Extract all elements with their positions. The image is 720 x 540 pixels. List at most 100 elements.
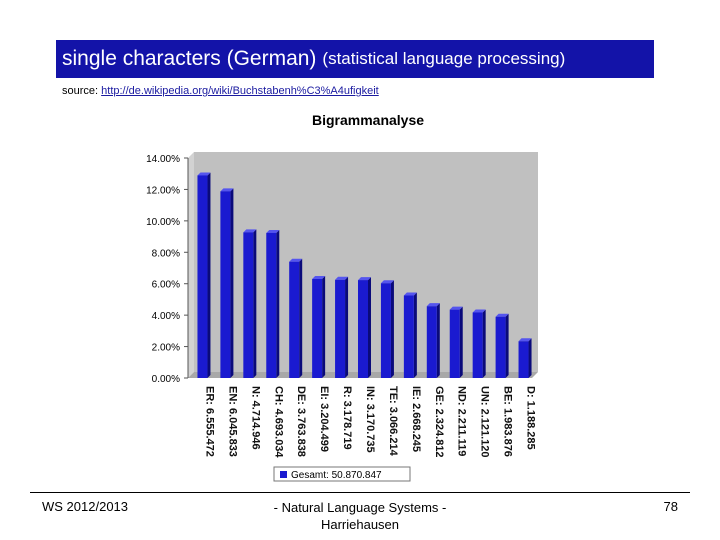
- bar-top: [335, 276, 349, 280]
- bar: [358, 277, 371, 378]
- bar-side: [413, 292, 417, 378]
- bar-front: [335, 279, 346, 378]
- bar-side: [299, 258, 303, 378]
- legend-label: Gesamt: 50.870.847: [291, 470, 382, 481]
- x-category-label: TE: 3.066.214: [387, 386, 399, 457]
- y-tick-label: 8.00%: [152, 248, 180, 259]
- y-tick-label: 0.00%: [152, 374, 180, 385]
- x-category-label: ND: 2.211.119: [456, 386, 468, 456]
- x-category-label: ER: 6.555.472: [203, 386, 215, 457]
- bar-front: [495, 316, 506, 378]
- footer-course: - Natural Language Systems - Harriehause…: [246, 499, 474, 533]
- y-tick-label: 2.00%: [152, 343, 180, 354]
- bar-side: [528, 338, 532, 378]
- bar-top: [243, 229, 257, 233]
- bar: [243, 229, 257, 378]
- bar-top: [449, 306, 463, 310]
- bar-side: [253, 229, 257, 378]
- legend-swatch: [280, 471, 287, 478]
- source-line: source: http://de.wikipedia.org/wiki/Buc…: [62, 85, 379, 97]
- x-category-label: N: 4.714.946: [249, 386, 261, 450]
- bar-front: [289, 261, 300, 378]
- bar-side: [436, 303, 440, 378]
- x-category-label: R: 3.178.719: [341, 386, 353, 450]
- bar: [289, 258, 303, 378]
- bar-front: [403, 295, 414, 378]
- x-category-label: BE: 1.983.876: [502, 386, 514, 457]
- bar-front: [518, 341, 529, 378]
- bar-side: [482, 309, 486, 378]
- bar-side: [345, 276, 349, 378]
- bar-top: [220, 188, 234, 192]
- bar: [220, 188, 234, 378]
- bar-front: [358, 280, 368, 378]
- page-number: 78: [663, 499, 678, 514]
- x-category-label: IN: 3.170.735: [364, 386, 376, 453]
- bar-front: [220, 191, 231, 378]
- x-category-label: DE: 3.763.838: [295, 386, 307, 457]
- legend: Gesamt: 50.870.847: [273, 466, 411, 482]
- bar-side: [505, 313, 509, 378]
- bar: [266, 229, 280, 378]
- bar-top: [197, 172, 211, 176]
- bar-top: [403, 292, 417, 296]
- slide-subtitle: (statistical language processing): [322, 49, 566, 68]
- bar-side: [276, 229, 280, 378]
- bar-front: [426, 306, 437, 378]
- x-category-label: GE: 2.324.812: [433, 386, 445, 458]
- bar-front: [266, 232, 277, 378]
- footer-course-line2: Harriehausen: [320, 517, 400, 532]
- footer-course-line1: - Natural Language Systems -: [273, 500, 447, 515]
- legend-box: [273, 466, 411, 482]
- bar: [197, 172, 211, 378]
- bar-top: [358, 277, 371, 281]
- bar-top: [426, 303, 440, 307]
- bar: [380, 280, 394, 378]
- bar-top: [472, 309, 486, 313]
- footer-semester: WS 2012/2013: [42, 499, 129, 514]
- y-tick-label: 10.00%: [146, 217, 180, 228]
- bar: [472, 309, 486, 378]
- bar-top: [289, 258, 303, 262]
- x-category-label: UN: 2.121.120: [479, 386, 491, 458]
- bar-side: [230, 188, 234, 378]
- bar: [403, 292, 417, 378]
- bar-front: [312, 279, 323, 378]
- bar: [449, 306, 463, 378]
- bar: [518, 338, 532, 378]
- bar-front: [472, 312, 483, 378]
- bar-side: [390, 280, 394, 378]
- slide-title-bar: single characters (German) (statistical …: [56, 40, 654, 78]
- bar-front: [380, 283, 391, 378]
- bar-front: [449, 309, 460, 378]
- plot-side-wall: [188, 152, 194, 378]
- footer-divider: [30, 492, 690, 493]
- x-category-label: D: 1.188.285: [525, 386, 537, 450]
- source-label: source:: [62, 85, 99, 97]
- slide-title: single characters (German): [62, 47, 317, 70]
- source-link[interactable]: http://de.wikipedia.org/wiki/Buchstabenh…: [101, 85, 379, 97]
- bar-side: [368, 277, 371, 378]
- bar: [335, 276, 349, 378]
- y-tick-label: 14.00%: [146, 154, 180, 165]
- chart-title: Bigrammanalyse: [312, 112, 424, 128]
- x-category-label: CH: 4.693.034: [272, 386, 284, 458]
- y-tick-label: 12.00%: [146, 185, 180, 196]
- bar-side: [459, 306, 463, 378]
- bar: [495, 313, 509, 378]
- x-category-label: IE: 2.668.245: [410, 386, 422, 452]
- bar: [312, 276, 326, 378]
- x-category-label: EI: 3.204.499: [318, 386, 330, 452]
- bar-front: [197, 175, 208, 378]
- bar: [426, 303, 440, 378]
- bar-side: [322, 276, 326, 378]
- bar-top: [518, 338, 532, 342]
- y-tick-label: 6.00%: [152, 280, 180, 291]
- bar-top: [495, 313, 509, 317]
- bar-front: [243, 232, 254, 378]
- bar-top: [380, 280, 394, 284]
- bar-top: [312, 276, 326, 279]
- y-tick-label: 4.00%: [152, 311, 180, 322]
- bar-side: [207, 172, 211, 378]
- bigram-bar-chart: Bigrammanalyse 0.00% 2.00% 4.00% 6.00% 8.00%…: [146, 112, 538, 482]
